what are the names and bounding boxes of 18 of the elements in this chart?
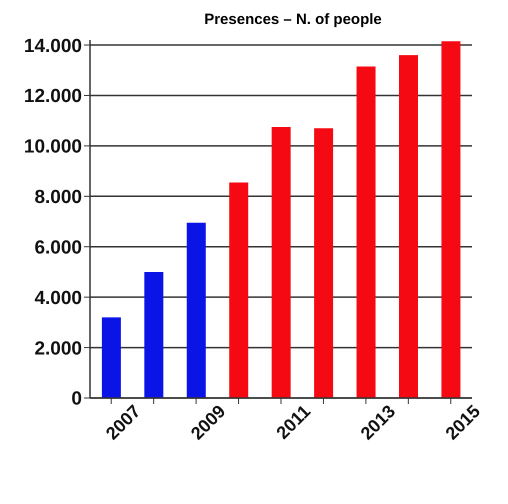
bar xyxy=(102,317,121,398)
bar xyxy=(272,126,291,398)
bar xyxy=(356,66,376,398)
bar xyxy=(398,55,418,398)
bar xyxy=(441,41,460,398)
bar xyxy=(229,182,248,398)
chart-title: Presences – N. of people xyxy=(203,10,383,30)
bar xyxy=(314,128,334,398)
y-tick-label: 12.000 xyxy=(24,86,82,108)
y-tick-label: 2.000 xyxy=(34,338,82,360)
y-tick-label: 6.000 xyxy=(34,237,82,258)
y-tick-label: 14.000 xyxy=(24,36,82,57)
y-tick-label: 8.000 xyxy=(34,187,82,208)
bar xyxy=(144,272,164,398)
bar xyxy=(186,222,206,398)
y-tick-label: 0 xyxy=(71,388,82,410)
y-tick-label: 10.000 xyxy=(24,136,82,158)
y-tick-label: 4.000 xyxy=(34,288,82,309)
